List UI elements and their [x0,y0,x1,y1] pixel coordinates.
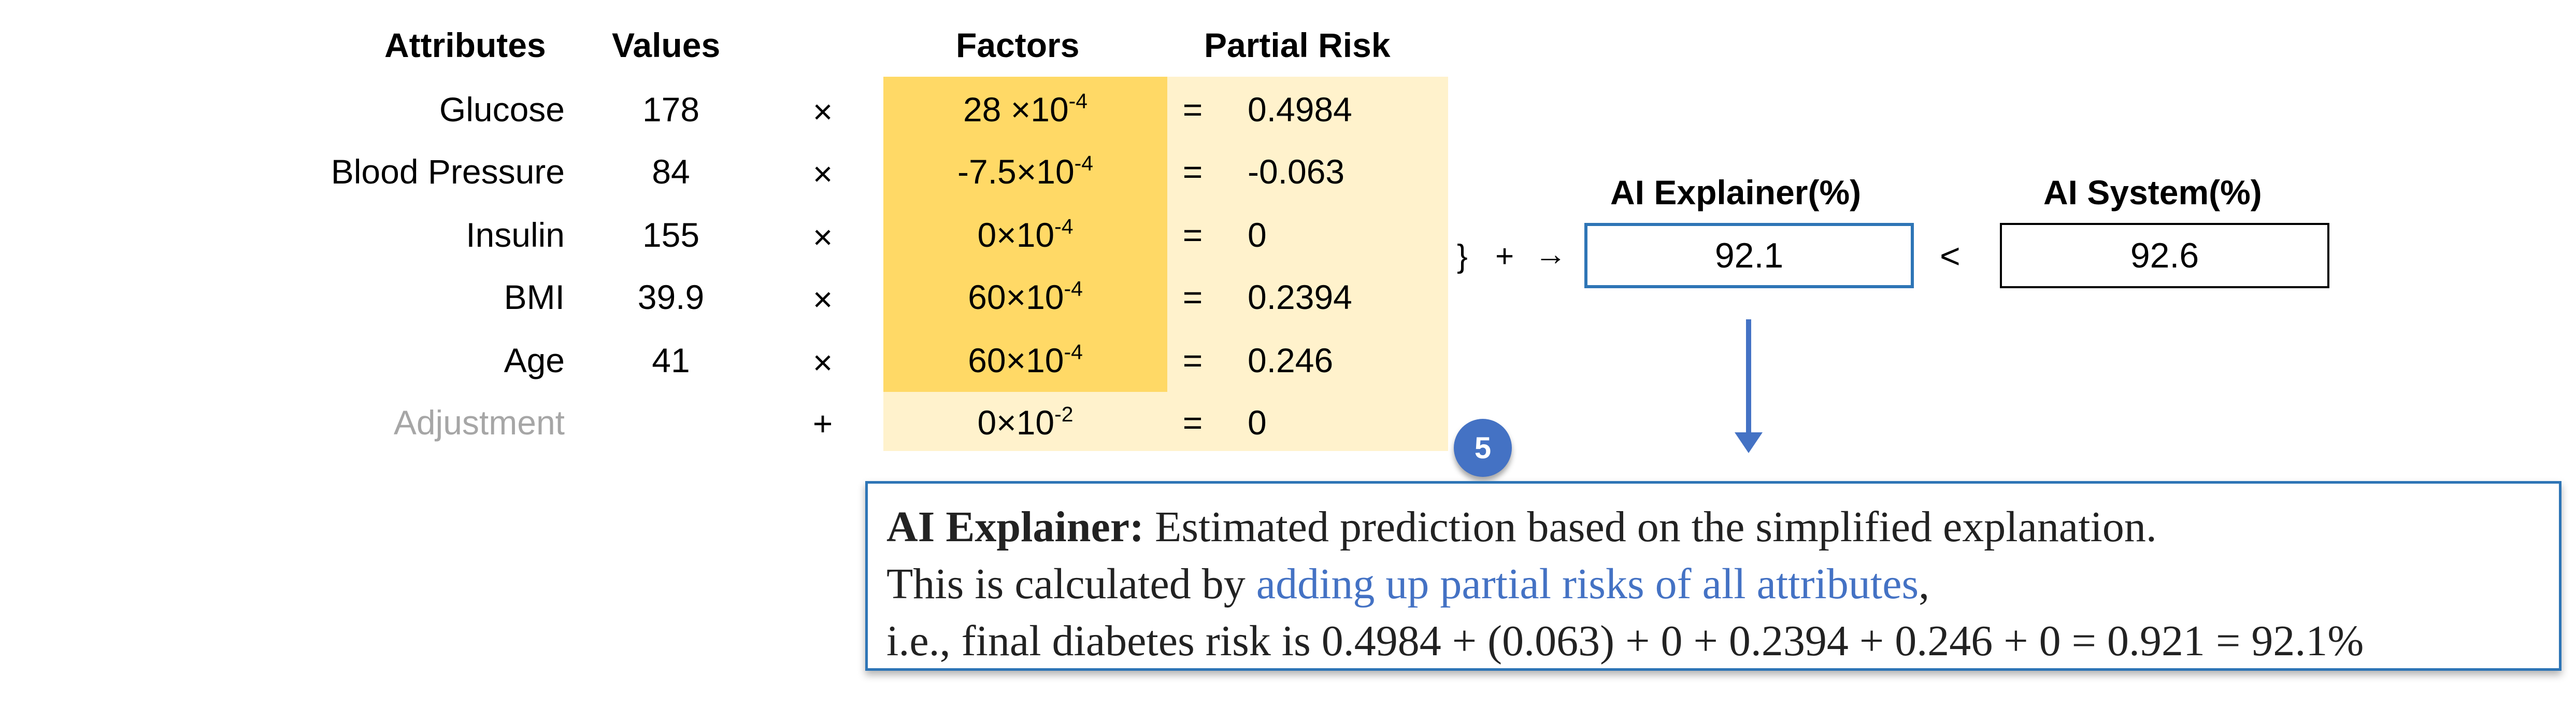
partial-risk-value: -0.063 [1248,152,1345,191]
attribute-label: Age [504,341,565,379]
multiply-operator: × [812,92,833,131]
partial-risk-value: 0.2394 [1248,278,1352,316]
plus-symbol: + [1495,238,1514,274]
callout-line-1: AI Explainer: Estimated prediction based… [886,503,2157,551]
partial-risk-value: 0.246 [1248,341,1334,379]
step-badge: 5 [1454,419,1512,477]
equals-operator: = [1182,341,1203,379]
attribute-label: Insulin [466,216,565,254]
multiply-operator: × [812,343,833,382]
partial-risk-value: 0.4984 [1248,90,1352,129]
factor-value: 0×10-2 [977,402,1074,442]
down-arrow-head-icon [1735,432,1763,453]
down-arrow-icon [1746,319,1751,436]
equals-operator: = [1182,403,1203,442]
header-partial-risk: Partial Risk [1204,26,1391,64]
callout-title: AI Explainer: [886,503,1144,551]
ai-explainer-label: AI Explainer(%) [1610,173,1862,212]
attribute-label: Glucose [439,90,565,129]
attribute-label: Adjustment [393,403,565,442]
attribute-value: 41 [652,341,690,379]
equals-operator: = [1182,278,1203,316]
ai-system-value-box: 92.6 [2000,223,2329,288]
attribute-value: 84 [652,152,690,191]
factor-value: 60×10-4 [968,276,1083,316]
attribute-label: BMI [504,278,565,316]
partial-risk-value: 0 [1248,216,1267,254]
brace-symbol: } [1457,238,1468,274]
equals-operator: = [1182,216,1203,254]
header-attributes: Attributes [384,26,546,64]
multiply-operator: × [812,154,833,193]
ai-system-label: AI System(%) [2043,173,2262,212]
factor-value: 28 ×10-4 [963,89,1088,129]
factor-value: 60×10-4 [968,340,1083,379]
callout-line-3: i.e., final diabetes risk is 0.4984 + (0… [886,617,2364,665]
multiply-operator: × [812,218,833,256]
header-values: Values [612,26,721,64]
header-factors: Factors [956,26,1080,64]
explanation-callout: AI Explainer: Estimated prediction based… [865,481,2561,671]
multiply-operator: × [812,280,833,318]
highlighted-phrase: adding up partial risks of all attribute… [1256,560,1919,608]
equals-operator: = [1182,152,1203,191]
partial-risk-value: 0 [1248,403,1267,442]
callout-line-2: This is calculated by adding up partial … [886,560,1930,608]
attribute-value: 178 [642,90,700,129]
attribute-value: 39.9 [637,278,705,316]
factor-band [883,77,1167,392]
arrow-right-icon: → [1535,236,1567,272]
less-than-symbol: < [1940,236,1960,276]
ai-explainer-value: 92.1 [1714,236,1784,275]
ai-system-value: 92.6 [2130,236,2199,275]
attribute-label: Blood Pressure [331,152,565,191]
factor-value: -7.5×10-4 [957,151,1094,191]
attribute-value: 155 [642,216,700,254]
plus-operator: + [812,404,833,443]
ai-explainer-value-box: 92.1 [1584,223,1914,288]
equals-operator: = [1182,90,1203,129]
factor-value: 0×10-4 [977,214,1074,254]
